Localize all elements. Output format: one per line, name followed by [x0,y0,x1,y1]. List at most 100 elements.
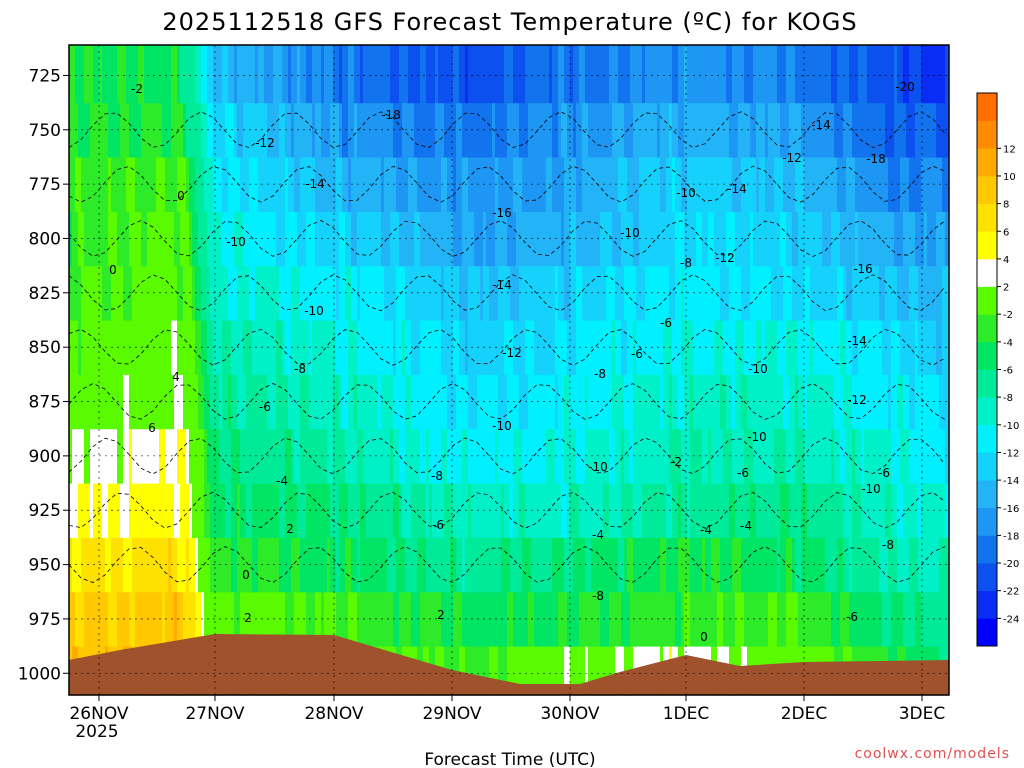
temperature-cell [774,320,778,375]
temperature-cell [234,45,238,104]
temperature-cell [627,157,631,212]
temperature-cell [564,646,568,696]
temperature-cell [180,211,184,267]
temperature-cell [678,211,682,267]
temperature-cell [108,102,112,158]
temperature-cell [660,45,664,104]
temperature-cell [450,591,454,647]
temperature-cell [720,591,724,647]
temperature-cell [108,483,112,538]
temperature-cell [708,483,712,538]
temperature-cell [798,265,802,321]
temperature-cell [330,45,334,104]
temperature-cell [294,45,298,104]
temperature-cell [480,537,484,593]
temperature-cell [831,265,835,321]
temperature-cell [120,537,124,593]
temperature-cell [606,320,610,375]
temperature-cell [69,265,73,321]
temperature-cell [132,211,136,267]
temperature-cell [348,320,352,375]
temperature-cell [306,211,310,267]
temperature-cell [132,102,136,158]
temperature-cell [426,320,430,375]
temperature-cell [84,320,88,375]
temperature-cell [276,211,280,267]
temperature-cell [804,591,808,647]
temperature-cell [600,374,604,430]
temperature-cell [264,374,268,430]
temperature-cell [804,265,808,321]
temperature-cell [672,483,676,538]
temperature-cell [798,157,802,212]
temperature-cell [786,45,790,104]
temperature-cell [366,537,370,593]
temperature-cell [504,537,508,593]
temperature-cell [228,157,232,212]
temperature-cell [114,45,118,104]
isotherm-line [68,111,946,149]
temperature-cell [621,157,625,212]
temperature-cell [858,591,862,647]
temperature-cell [774,265,778,321]
temperature-cell [570,157,574,212]
temperature-cell [252,265,256,321]
temperature-cell [408,591,412,647]
temperature-cell [645,157,649,212]
temperature-cell [747,157,751,212]
temperature-cell [744,374,748,430]
temperature-cell [258,102,262,158]
temperature-cell [165,45,169,104]
temperature-cell [606,157,610,212]
temperature-cell [783,45,787,104]
temperature-cell [375,45,379,104]
temperature-cell [453,157,457,212]
temperature-cell [414,483,418,538]
temperature-cell [690,45,694,104]
temperature-cell [915,265,919,321]
temperature-cell [906,428,910,484]
temperature-cell [150,320,154,375]
temperature-cell [552,102,556,158]
temperature-cell [138,45,142,104]
temperature-cell [558,428,562,484]
plot-frame [68,44,950,696]
temperature-cell [576,646,580,696]
isotherm-label: -6 [660,316,672,330]
temperature-cell [351,265,355,321]
temperature-cell [768,483,772,538]
temperature-cell [252,320,256,375]
temperature-cell [894,102,898,158]
temperature-cell [450,374,454,430]
temperature-cell [270,157,274,212]
temperature-cell [312,45,316,104]
temperature-cell [300,374,304,430]
temperature-cell [279,45,283,104]
temperature-cell [462,646,466,696]
isotherm-label: 2 [244,611,252,625]
temperature-cell [438,483,442,538]
temperature-cell [786,591,790,647]
temperature-cell [540,157,544,212]
temperature-cell [72,102,76,158]
temperature-cell [462,157,466,212]
temperature-cell [126,591,130,647]
temperature-cell [72,537,76,593]
temperature-cell [930,374,934,430]
temperature-cell [318,211,322,267]
temperature-cell [744,102,748,158]
temperature-cell [636,102,640,158]
temperature-cell [492,211,496,267]
temperature-cell [372,211,376,267]
temperature-cell [810,102,814,158]
temperature-cell [786,320,790,375]
temperature-cell [714,483,718,538]
temperature-cell [282,211,286,267]
temperature-cell [243,157,247,212]
temperature-cell [183,45,187,104]
temperature-cell [264,157,268,212]
temperature-cell [453,265,457,321]
temperature-cell [288,428,292,484]
temperature-cell [756,45,760,104]
temperature-cell [828,265,832,321]
